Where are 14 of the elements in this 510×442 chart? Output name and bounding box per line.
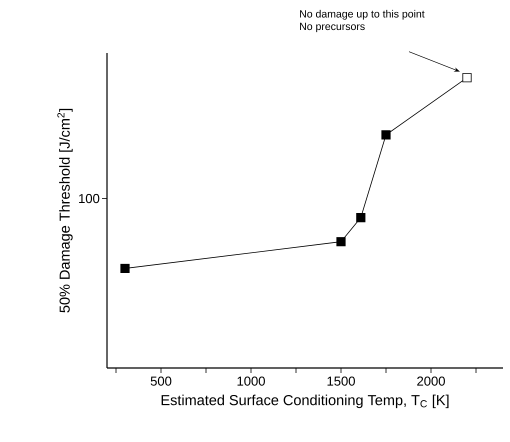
point — [462, 73, 472, 82]
x-axis-title: Estimated Surface Conditioning Temp, T$_{C}$ [K] — [162, 394, 449, 408]
point — [336, 237, 346, 246]
x-tick-label: 2000 — [417, 376, 445, 386]
y-axis-title: 50% Damage Threshold [J/cm$^{2}$] — [57, 108, 73, 313]
point — [356, 213, 366, 222]
x-tick-label: 1500 — [328, 376, 355, 386]
point — [381, 130, 391, 140]
text: 100 — [79, 194, 100, 204]
text: No damage up to this point — [300, 10, 425, 20]
x-tick-label: 500 — [150, 376, 172, 386]
point — [120, 264, 130, 274]
x-tick-label: 1000 — [238, 376, 265, 386]
text: No precursors — [300, 22, 365, 32]
